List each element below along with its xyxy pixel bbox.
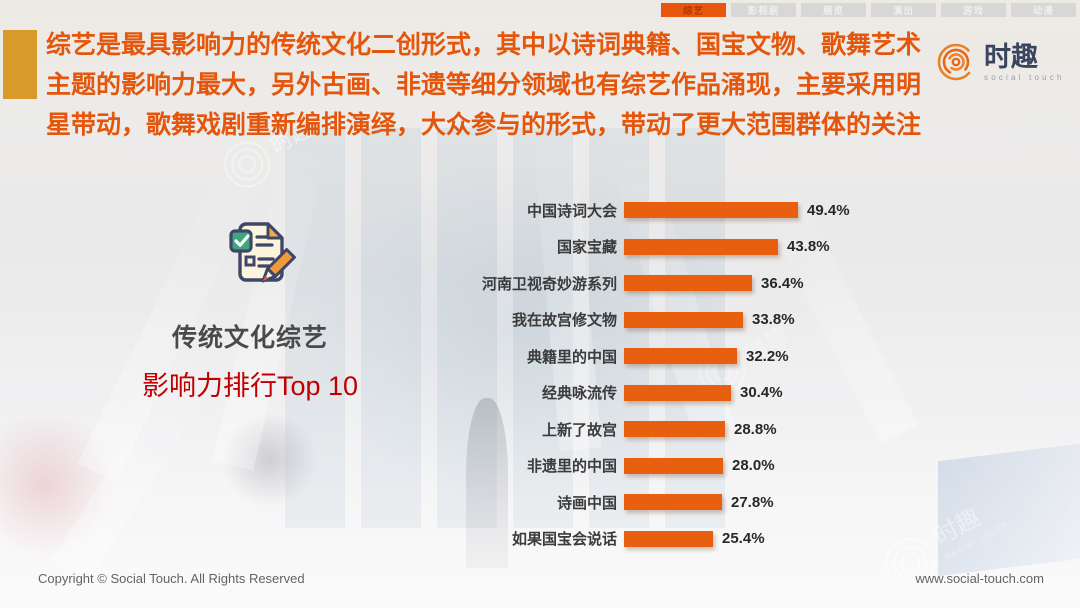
chart-row-label: 经典咏流传 <box>541 385 617 403</box>
chart-bar <box>624 311 743 328</box>
chart-bar <box>624 384 731 401</box>
chart-row: 我在故宫修文物 33.8% <box>477 302 1057 339</box>
chart-bar <box>624 457 723 474</box>
chart-row-value: 25.4% <box>722 530 765 548</box>
chart-row-value: 33.8% <box>752 311 795 329</box>
chart-row: 中国诗词大会 49.4% <box>477 192 1057 229</box>
chart-row-value: 43.8% <box>787 238 830 256</box>
chart-row-label: 非遗里的中国 <box>526 458 617 476</box>
chart-row-label: 如果国宝会说话 <box>511 531 617 549</box>
chart-row: 典籍里的中国 32.2% <box>477 338 1057 375</box>
chart-row-value: 28.8% <box>734 420 777 438</box>
chart-row-value: 32.2% <box>746 347 789 365</box>
logo-subtitle: social touch <box>984 73 1065 82</box>
chart-bar <box>624 421 725 438</box>
chart-row: 国家宝藏 43.8% <box>477 229 1057 266</box>
tab-bar: 综艺 影视剧 展览 演出 游戏 动漫 <box>661 3 1076 17</box>
chart-row-value: 27.8% <box>731 493 774 511</box>
chart-bar <box>624 238 778 255</box>
tab-zhanlan[interactable]: 展览 <box>801 3 866 17</box>
chart-row-value: 30.4% <box>740 384 783 402</box>
chart-row-label: 河南卫视奇妙游系列 <box>481 275 617 293</box>
chart-row: 诗画中国 27.8% <box>477 484 1057 521</box>
spiral-circles-icon <box>936 42 976 87</box>
chart-bar <box>624 494 722 511</box>
chart-row-label: 诗画中国 <box>556 494 617 512</box>
tab-zongyi[interactable]: 综艺 <box>661 3 726 17</box>
chart-row-value: 28.0% <box>732 457 775 475</box>
chart-row-label: 上新了故宫 <box>541 421 617 439</box>
tab-dongman[interactable]: 动漫 <box>1011 3 1076 17</box>
headline-paragraph: 综艺是最具影响力的传统文化二创形式，其中以诗词典籍、国宝文物、歌舞艺术主题的影响… <box>46 31 922 139</box>
chart-row-label: 中国诗词大会 <box>526 202 617 220</box>
accent-block <box>3 30 37 99</box>
chart-row: 非遗里的中国 28.0% <box>477 448 1057 485</box>
logo-text-block: 时趣 social touch <box>984 42 1065 82</box>
chart-bar <box>624 348 737 365</box>
chart-row: 河南卫视奇妙游系列 36.4% <box>477 265 1057 302</box>
chart-row-value: 49.4% <box>807 201 850 219</box>
chart-row-label: 国家宝藏 <box>556 239 617 257</box>
logo-name: 时趣 <box>984 42 1038 72</box>
chart-bar <box>624 275 752 292</box>
chart-bar <box>624 202 798 219</box>
chart-row: 如果国宝会说话 25.4% <box>477 521 1057 558</box>
tab-yingshiju[interactable]: 影视剧 <box>731 3 796 17</box>
chart-row: 经典咏流传 30.4% <box>477 375 1057 412</box>
chart-row-label: 典籍里的中国 <box>526 348 617 366</box>
chart-row: 上新了故宫 28.8% <box>477 411 1057 448</box>
panel-title: 传统文化综艺 <box>171 324 328 352</box>
tab-yanchu[interactable]: 演出 <box>871 3 936 17</box>
influence-chart-rows: 中国诗词大会 49.4% 国家宝藏 43.8% 河南卫视奇妙游系列 36.4% … <box>477 192 1057 557</box>
footer-copyright: Copyright © Social Touch. All Rights Res… <box>38 571 305 586</box>
chart-bar <box>624 530 713 547</box>
chart-row-value: 36.4% <box>761 274 804 292</box>
panel-subtitle: 影响力排行Top 10 <box>141 371 359 401</box>
tab-youxi[interactable]: 游戏 <box>941 3 1006 17</box>
influence-chart: 中国诗词大会 49.4% 国家宝藏 43.8% 河南卫视奇妙游系列 36.4% … <box>477 192 1057 557</box>
footer-website: www.social-touch.com <box>915 571 1044 586</box>
chart-row-label: 我在故宫修文物 <box>511 312 617 330</box>
company-logo: 时趣 social touch <box>936 42 1065 87</box>
checklist-pencil-icon <box>224 218 296 295</box>
